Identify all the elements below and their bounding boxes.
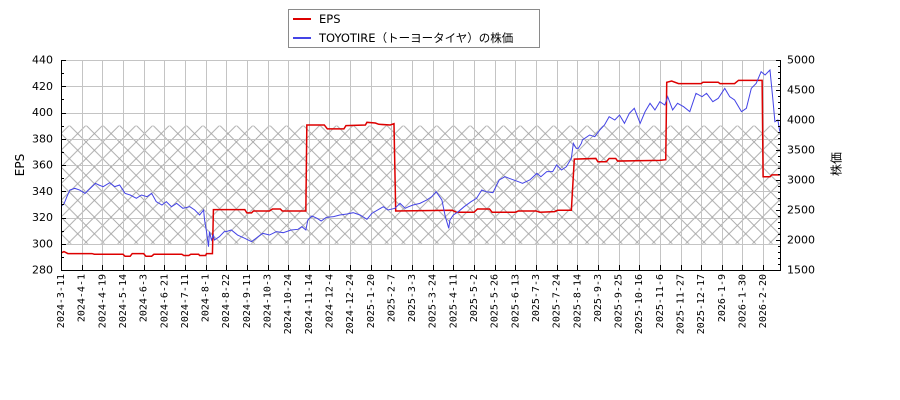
x-tick-label: 2026-1-30 (737, 274, 748, 328)
tick-labels: 280 300 320 340 360 380 400 420 440 1500 2000 2500 3… (32, 54, 815, 335)
y-tick-label-right: 2500 (787, 204, 815, 217)
y-tick-label-left: 380 (32, 132, 53, 145)
y-tick-label-right: 3000 (787, 174, 815, 187)
eps-line (61, 79, 780, 257)
y-tick-label-right: 4500 (787, 84, 815, 97)
x-tick-label: 2025-12-17 (696, 274, 707, 334)
x-tick-label: 2024-8-1 (201, 274, 212, 322)
x-tick-label: 2024-12-24 (345, 274, 356, 334)
ticks (61, 60, 781, 271)
x-tick-label: 2025-5-2 (469, 274, 480, 322)
x-tick-label: 2024-6-21 (159, 274, 170, 328)
x-tick-label: 2025-6-13 (510, 274, 521, 328)
legend-swatch-stock-price (293, 37, 311, 39)
chart-legend: EPS TOYOTIRE（トーヨータイヤ）の株価 (288, 9, 540, 48)
x-tick-label: 2024-4-1 (77, 274, 88, 322)
y-axis-label-right: 株価 (829, 151, 844, 177)
x-tick-label: 2024-9-11 (242, 274, 253, 328)
y-tick-label-right: 2000 (787, 234, 815, 247)
y-tick-label-left: 400 (32, 106, 53, 119)
y-tick-label-left: 280 (32, 264, 53, 277)
x-tick-label: 2025-3-3 (407, 274, 418, 322)
x-tick-label: 2024-5-14 (118, 274, 129, 328)
x-tick-label: 2025-2-7 (386, 274, 397, 322)
y-tick-label-right: 1500 (787, 264, 815, 277)
y-tick-label-right: 5000 (787, 54, 815, 67)
plot-series (61, 68, 780, 257)
x-tick-label: 2025-11-6 (655, 274, 666, 328)
legend-label-eps: EPS (319, 12, 341, 26)
x-tick-label: 2025-7-3 (531, 274, 542, 322)
x-tick-label: 2026-1-9 (717, 274, 728, 322)
legend-item-eps: EPS (289, 11, 341, 27)
y-tick-label-left: 420 (32, 80, 53, 93)
x-tick-label: 2024-6-3 (139, 274, 150, 322)
x-tick-label: 2024-8-22 (221, 274, 232, 328)
y-tick-label-left: 440 (32, 54, 53, 67)
stock-price-line (61, 68, 780, 247)
x-tick-label: 2025-3-24 (428, 274, 439, 328)
x-tick-label: 2024-4-19 (97, 274, 108, 328)
y-tick-label-left: 320 (32, 211, 53, 224)
x-tick-label: 2024-10-24 (283, 274, 294, 334)
x-tick-label: 2025-9-25 (614, 274, 625, 328)
y-tick-label-left: 360 (32, 159, 53, 172)
x-tick-label: 2026-2-20 (758, 274, 769, 328)
x-tick-label: 2025-9-3 (593, 274, 604, 322)
x-tick-label: 2024-12-4 (324, 274, 335, 328)
x-tick-label: 2025-4-11 (448, 274, 459, 328)
x-tick-label: 2024-3-11 (56, 274, 67, 328)
x-tick-label: 2024-11-14 (304, 274, 315, 334)
x-tick-label: 2025-5-26 (490, 274, 501, 328)
x-tick-label: 2025-1-20 (366, 274, 377, 328)
x-tick-label: 2025-8-14 (572, 274, 583, 328)
y-axis-label-left: EPS (13, 153, 27, 177)
y-tick-label-right: 3500 (787, 144, 815, 157)
legend-item-stock-price: TOYOTIRE（トーヨータイヤ）の株価 (289, 30, 513, 46)
legend-label-stock-price: TOYOTIRE（トーヨータイヤ）の株価 (319, 31, 514, 45)
x-tick-label: 2025-11-27 (676, 274, 687, 334)
y-tick-label-left: 340 (32, 185, 53, 198)
x-tick-label: 2025-7-24 (552, 274, 563, 328)
x-tick-label: 2025-10-16 (634, 274, 645, 334)
y-tick-label-right: 4000 (787, 114, 815, 127)
x-tick-label: 2024-7-11 (180, 274, 191, 328)
hatched-band (61, 125, 780, 244)
legend-swatch-eps (293, 18, 311, 20)
x-tick-label: 2024-10-3 (263, 274, 274, 328)
y-tick-label-left: 300 (32, 237, 53, 250)
